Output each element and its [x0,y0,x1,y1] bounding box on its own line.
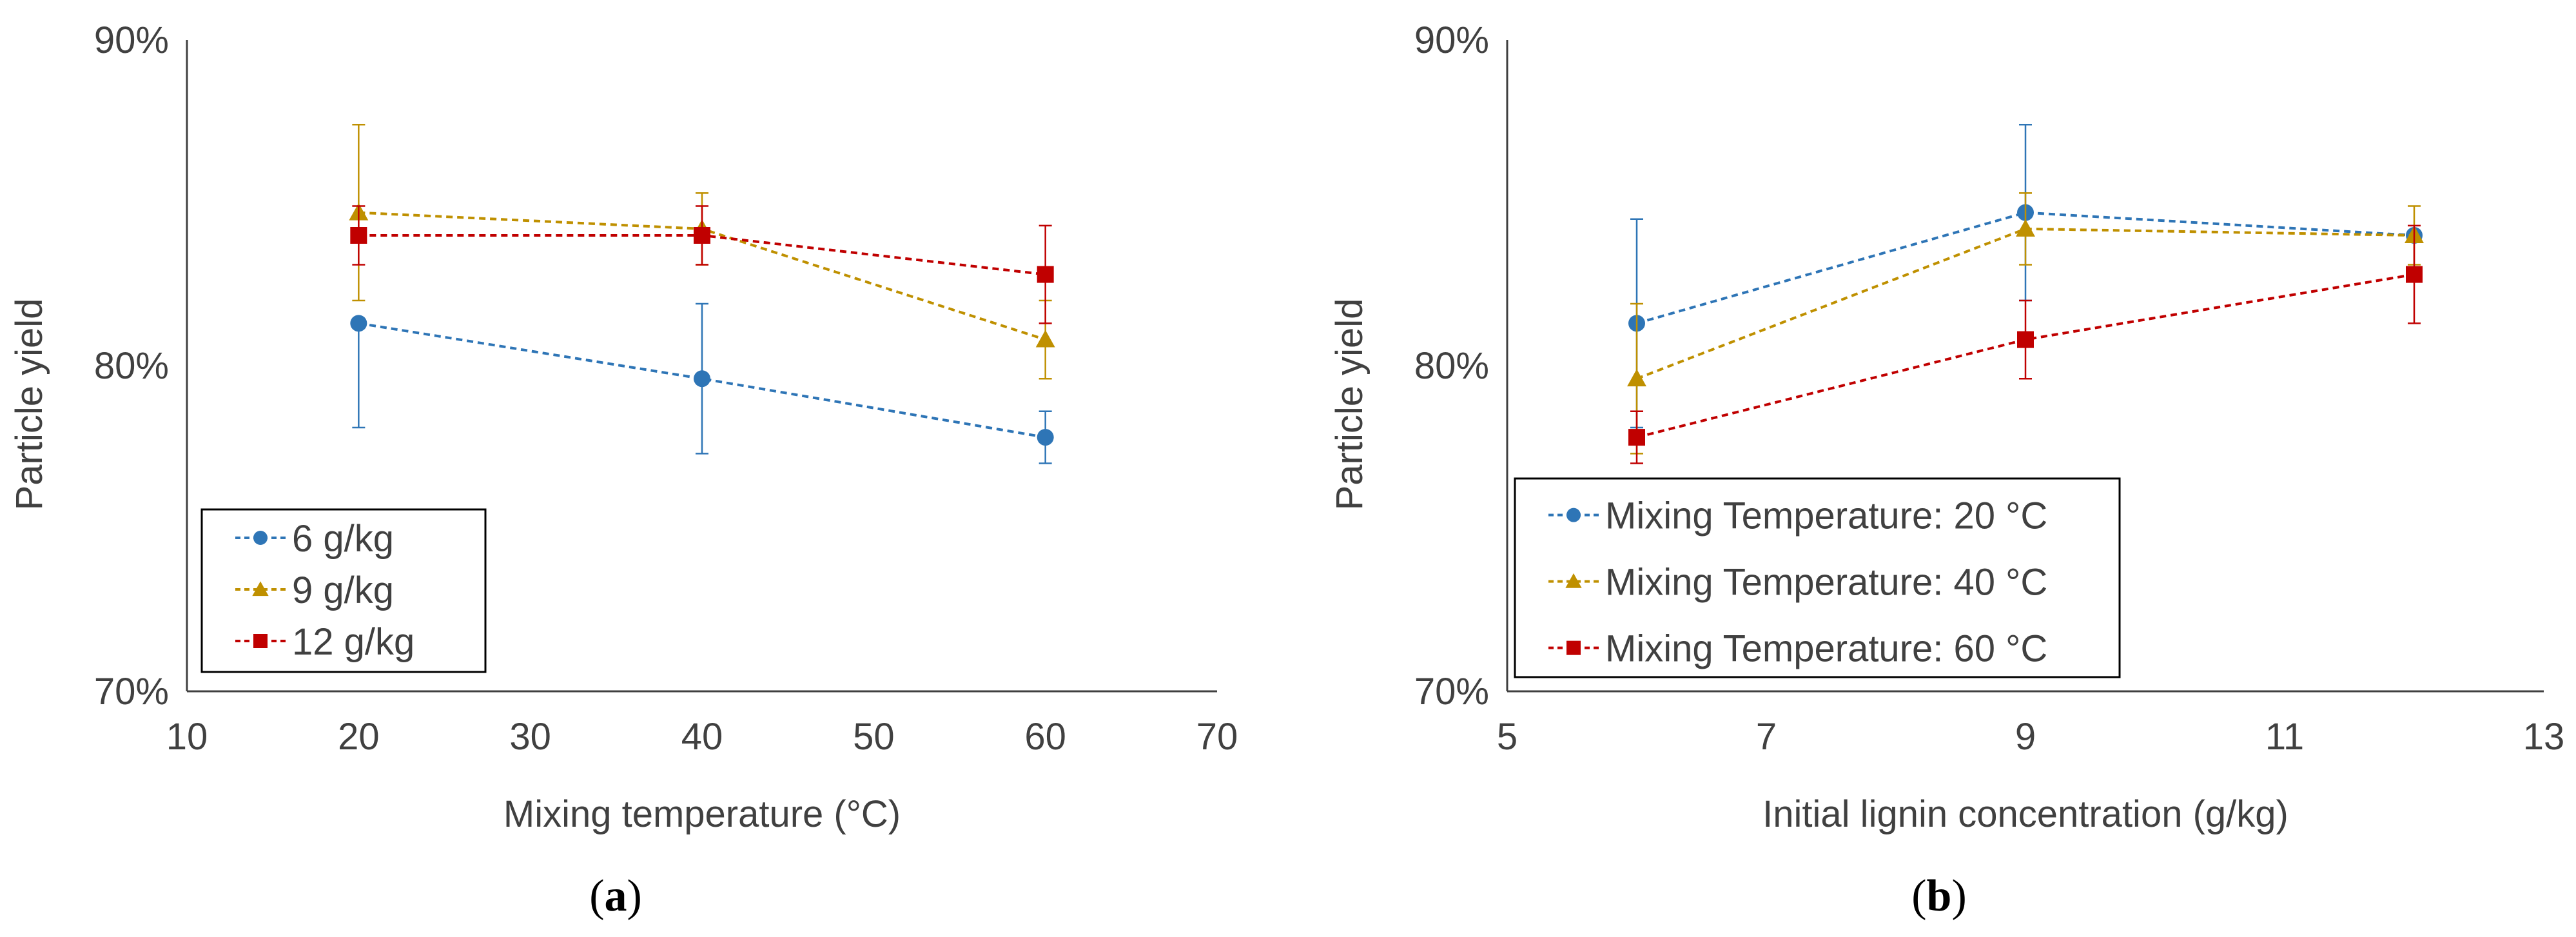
data-point [1037,266,1054,283]
x-tick-label: 20 [338,716,380,758]
y-tick-label: 70% [1414,671,1489,713]
legend-label: 9 g/kg [292,569,394,611]
chart-panel-b: 70% 80% 90% 5 7 9 11 13 Initial lignin concentra… [1329,19,2564,921]
legend-item: Mixing Temperature: 40 °C [1548,562,2047,604]
legend-item: 6 g/kg [235,518,394,560]
data-point [350,227,367,244]
x-axis-title: Mixing temperature (°C) [503,793,901,835]
x-tick-label: 60 [1024,716,1066,758]
x-tick-label: 5 [1497,716,1517,758]
x-tick-label: 11 [2265,716,2304,758]
data-point [1037,429,1054,446]
x-axis-title: Initial lignin concentration (g/kg) [1762,793,2288,835]
x-tick-label: 7 [1756,716,1777,758]
y-axis-title: Particle yield [1329,299,1371,511]
panel-caption: (b) [1911,871,1967,921]
data-point [2017,331,2034,348]
x-tick-label: 70 [1196,716,1238,758]
y-tick-label: 90% [94,19,169,61]
chart-panel-a: 70% 80% 90% 10 20 30 40 50 60 70 Mixing temperatur… [8,19,1238,921]
legend-label: Mixing Temperature: 20 °C [1605,495,2047,537]
data-point [694,370,710,388]
x-tick-label: 50 [853,716,895,758]
legend-marker [252,581,269,597]
y-tick-label: 80% [1414,345,1489,387]
series-2 [350,205,1054,324]
legend-marker [253,634,268,648]
series-0 [350,302,1054,464]
y-tick-label: 90% [1414,19,1489,61]
x-tick-label: 40 [681,716,723,758]
panel-caption: (a) [589,871,642,921]
data-point [1035,330,1055,348]
legend-label: Mixing Temperature: 40 °C [1605,562,2047,604]
legend: 6 g/kg 9 g/kg 12 g/kg [200,508,487,673]
legend-item: 12 g/kg [235,621,415,663]
series-line [358,322,1046,439]
legend-marker [1565,573,1582,588]
legend-item: 9 g/kg [235,569,394,611]
y-tick-label: 80% [94,345,169,387]
legend-label: 6 g/kg [292,518,394,560]
x-tick-label: 13 [2523,716,2565,758]
data-point [694,227,710,244]
legend-label: Mixing Temperature: 60 °C [1605,628,2047,670]
legend-marker [1566,508,1581,522]
y-axis-title: Particle yield [8,299,50,511]
data-point [2016,219,2035,237]
y-tick-label: 70% [94,671,169,713]
series-2 [1628,224,2423,464]
legend-box [1514,477,2121,678]
series-0 [1628,124,2423,429]
data-point [1627,369,1646,387]
legend-item: Mixing Temperature: 20 °C [1548,495,2047,537]
legend-marker [253,531,268,545]
x-tick-label: 10 [166,716,208,758]
series-line [1636,211,2415,325]
data-point [2406,266,2423,283]
data-point [1628,429,1645,446]
legend: Mixing Temperature: 20 °C Mixing Temperat… [1514,477,2121,678]
x-tick-label: 30 [509,716,551,758]
legend-item: Mixing Temperature: 60 °C [1548,628,2047,670]
data-point [350,315,367,332]
x-tick-label: 9 [2015,716,2036,758]
legend-label: 12 g/kg [292,621,415,663]
legend-marker [1566,640,1581,655]
